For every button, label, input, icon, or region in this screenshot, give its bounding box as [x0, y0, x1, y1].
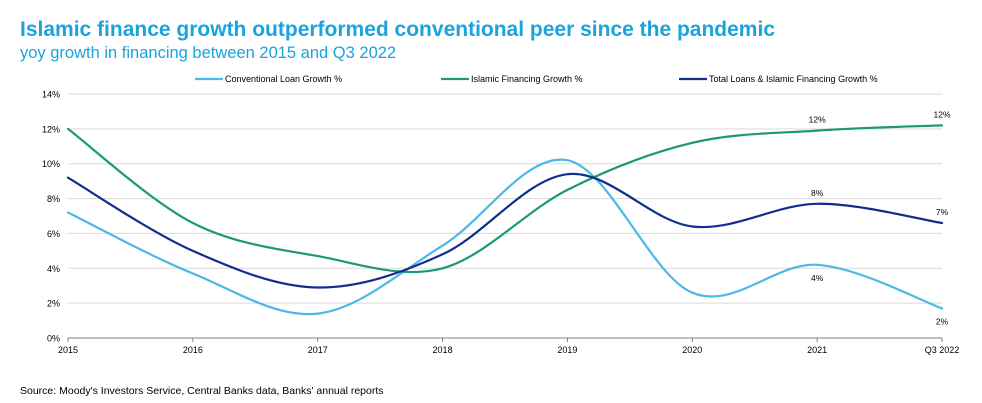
data-label: 2% [936, 316, 949, 326]
data-label: 12% [809, 115, 826, 125]
chart-subtitle: yoy growth in financing between 2015 and… [20, 44, 397, 62]
x-tick-label: 2015 [58, 345, 78, 355]
y-tick-label: 8% [47, 194, 60, 204]
series-line [66, 172, 944, 289]
legend-label: Conventional Loan Growth % [225, 74, 342, 84]
x-tick-label: Q3 2022 [925, 345, 960, 355]
y-tick-label: 6% [47, 229, 60, 239]
chart-title: Islamic finance growth outperformed conv… [20, 18, 775, 41]
data-labels: 4% 2% 12% 12% 8% 7% [809, 109, 951, 326]
series-line [66, 124, 944, 274]
y-tick-label: 14% [42, 90, 60, 100]
legend-label: Islamic Financing Growth % [471, 74, 583, 84]
y-tick-label: 10% [42, 159, 60, 169]
legend-label: Total Loans & Islamic Financing Growth % [709, 74, 878, 84]
data-label: 4% [811, 273, 824, 283]
legend: Conventional Loan Growth % Islamic Financ… [195, 74, 878, 84]
series-lines [66, 124, 944, 316]
x-tick-label: 2021 [807, 345, 827, 355]
y-tick-label: 4% [47, 264, 60, 274]
axes: 0% 2% 4% 6% 8% 10% 12% 14% 2015 2016 2017 2018 2019 2… [42, 90, 959, 356]
x-tick-label: 2017 [308, 345, 328, 355]
data-label: 12% [933, 109, 950, 119]
y-tick-label: 0% [47, 334, 60, 344]
data-label: 8% [811, 188, 824, 198]
y-tick-label: 12% [42, 124, 60, 134]
x-tick-label: 2018 [433, 345, 453, 355]
source-note: Source: Moody's Investors Service, Centr… [20, 385, 384, 397]
x-tick-label: 2020 [682, 345, 702, 355]
x-tick-label: 2016 [183, 345, 203, 355]
y-tick-label: 2% [47, 299, 60, 309]
series-line [66, 158, 944, 316]
grid-lines [68, 93, 942, 304]
line-chart: 0% 2% 4% 6% 8% 10% 12% 14% 2015 2016 2017 2018 2019 2… [42, 74, 959, 356]
data-label: 7% [936, 207, 949, 217]
x-tick-label: 2019 [557, 345, 577, 355]
